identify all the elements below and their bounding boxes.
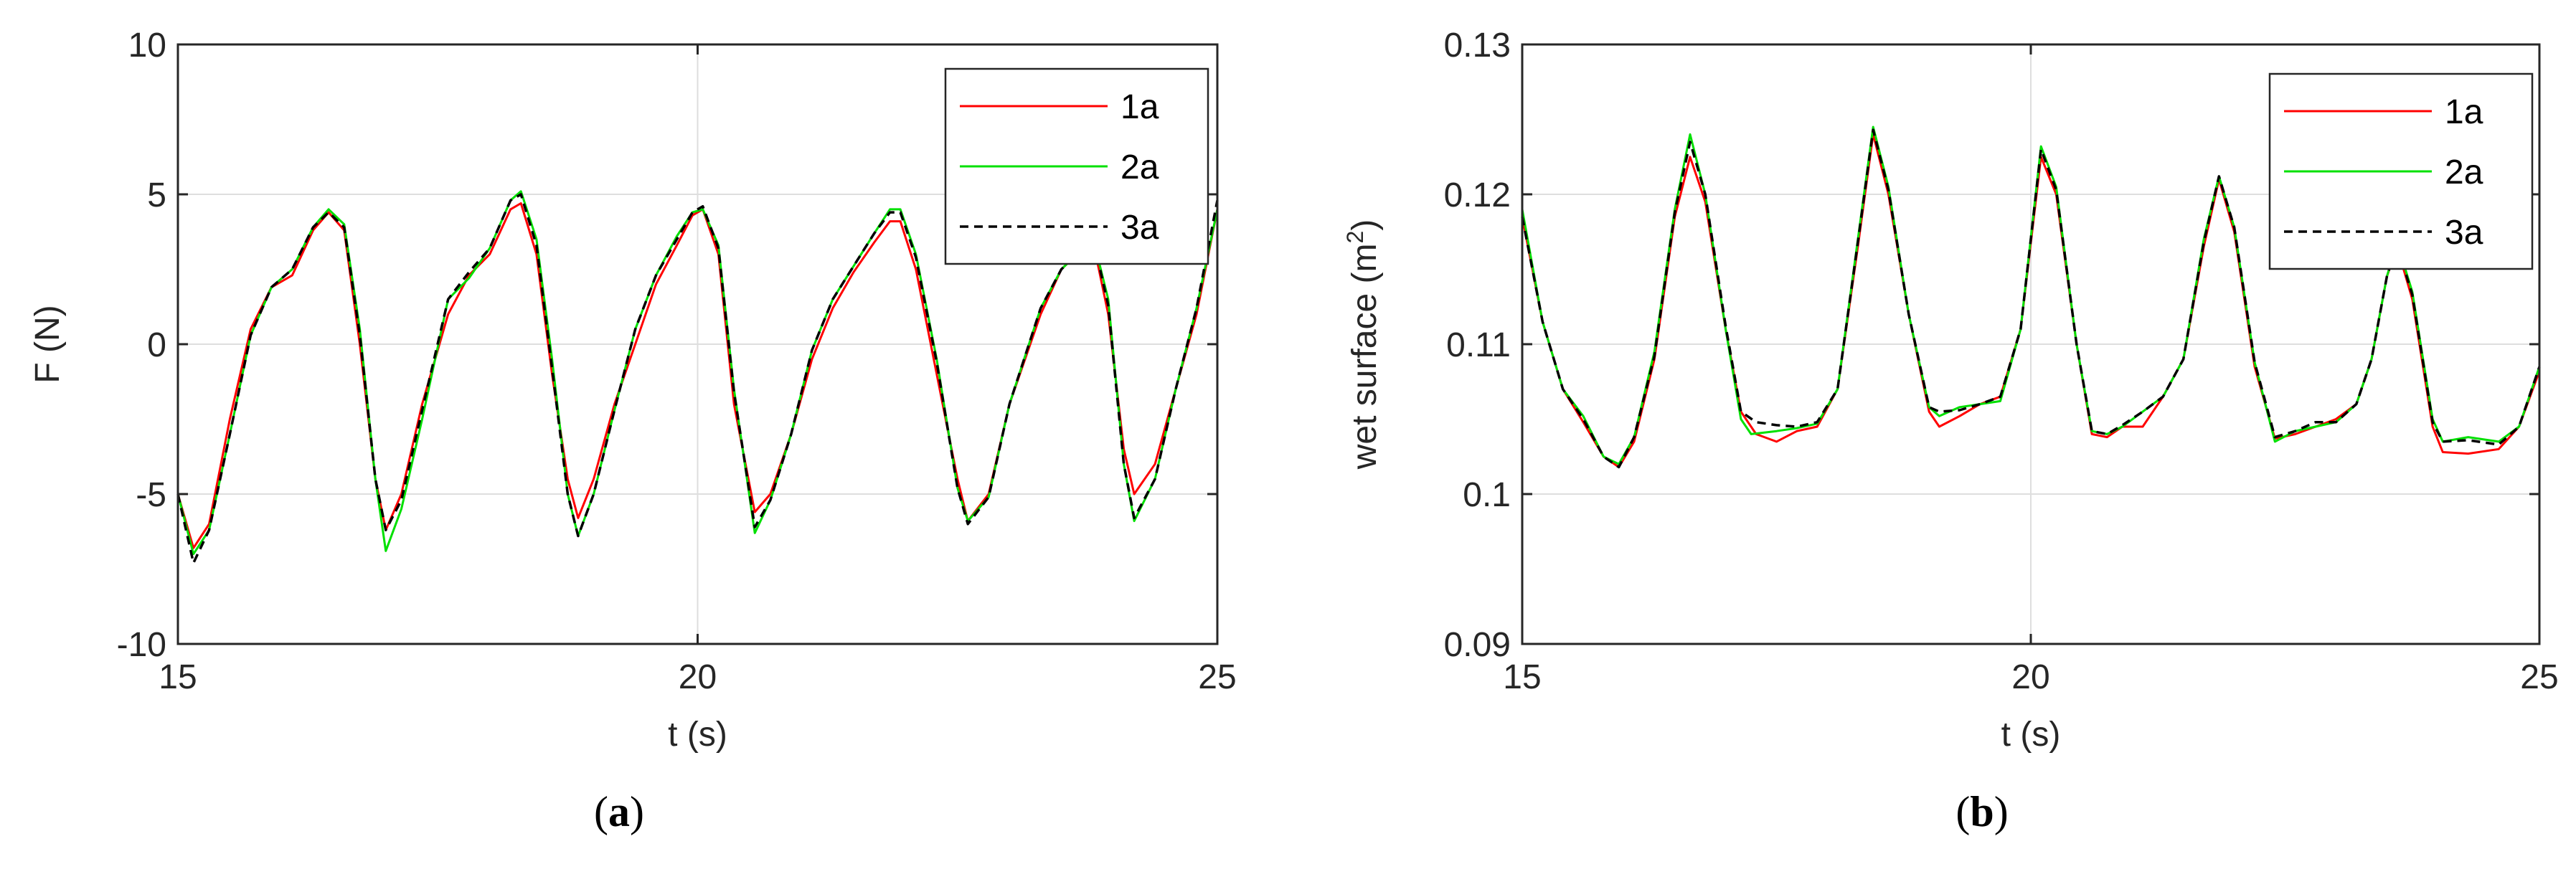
legend-label-3a: 3a: [2445, 214, 2483, 252]
x-axis-label: t (s): [2001, 716, 2061, 754]
y-tick-label: -5: [136, 476, 166, 514]
x-axis-label: t (s): [668, 716, 727, 754]
y-axis-label: wet surface (m2): [1342, 219, 1384, 470]
x-tick-label: 20: [679, 658, 717, 696]
chart-b: 15 20 25 0.09 0.1 0.11 0.12 0.13 t (s) wet surfac…: [1342, 27, 2559, 835]
y-tick-label: 0.11: [1446, 326, 1511, 364]
legend: 1a 2a 3a: [944, 67, 1209, 265]
y-tick-label: 0.12: [1444, 176, 1511, 214]
y-tick-label: -10: [117, 626, 166, 664]
y-tick-label: 0: [147, 326, 166, 364]
series-line-1a: [176, 202, 1219, 549]
legend-label-2a: 2a: [2445, 153, 2483, 191]
x-tick-label: 15: [1503, 658, 1541, 696]
legend-label-2a: 2a: [1120, 148, 1159, 186]
y-tick-label: 0.13: [1444, 27, 1511, 65]
y-axis-label: F (N): [29, 305, 67, 383]
series-line-3a: [1521, 128, 2541, 469]
x-tick-label: 15: [159, 658, 197, 696]
y-tick-label: 5: [147, 176, 166, 214]
x-tick-label: 25: [2520, 658, 2558, 696]
y-tick-label: 0.09: [1444, 626, 1511, 664]
legend-label-1a: 1a: [2445, 93, 2483, 131]
legend-label-3a: 3a: [1120, 209, 1159, 247]
x-tick-label: 20: [2011, 658, 2049, 696]
panel-label: (b): [1955, 788, 2008, 835]
panel-label: (a): [594, 788, 644, 835]
y-tick-label: 0.1: [1463, 476, 1511, 514]
legend: 1a 2a 3a: [2268, 72, 2534, 270]
chart-a: 15 20 25 -10 -5 0 5 10 t (s) F (N) (a) 1a 2a 3a: [29, 27, 1237, 835]
y-tick-label: 10: [128, 27, 166, 65]
legend-label-1a: 1a: [1120, 88, 1159, 126]
series-line-3a: [176, 193, 1219, 564]
x-tick-label: 25: [1198, 658, 1236, 696]
